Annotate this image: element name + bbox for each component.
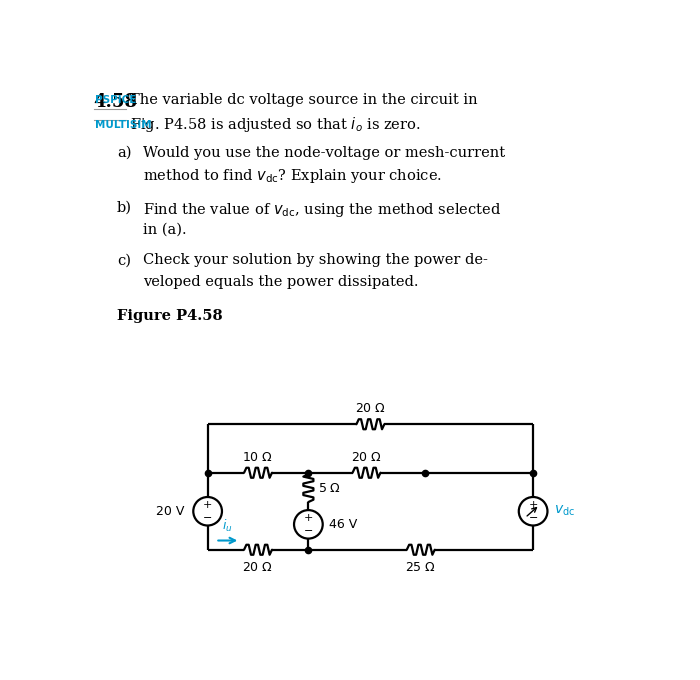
- Text: 46 V: 46 V: [328, 518, 357, 531]
- Text: 20 $\Omega$: 20 $\Omega$: [242, 560, 274, 573]
- Text: −: −: [528, 513, 538, 523]
- Text: The variable dc voltage source in the circuit in: The variable dc voltage source in the ci…: [130, 93, 477, 107]
- Text: MULTISIM: MULTISIM: [95, 120, 152, 130]
- Text: 20 V: 20 V: [156, 505, 184, 517]
- Text: $v_{\rm dc}$: $v_{\rm dc}$: [554, 504, 575, 518]
- Text: +: +: [528, 500, 538, 510]
- Text: c): c): [117, 254, 131, 267]
- Text: b): b): [117, 201, 132, 215]
- Text: 5 $\Omega$: 5 $\Omega$: [318, 481, 341, 494]
- Text: in (a).: in (a).: [144, 222, 187, 237]
- Text: +: +: [304, 513, 313, 523]
- Text: 10 $\Omega$: 10 $\Omega$: [242, 452, 274, 464]
- Text: 25 $\Omega$: 25 $\Omega$: [405, 560, 436, 573]
- Text: 20 $\Omega$: 20 $\Omega$: [355, 402, 386, 415]
- Text: Figure P4.58: Figure P4.58: [117, 309, 223, 323]
- Text: veloped equals the power dissipated.: veloped equals the power dissipated.: [144, 275, 419, 289]
- Text: −: −: [304, 526, 313, 536]
- Text: Would you use the node-voltage or mesh-current: Would you use the node-voltage or mesh-c…: [144, 146, 505, 160]
- Text: method to find $v_{\rm dc}$? Explain your choice.: method to find $v_{\rm dc}$? Explain you…: [144, 167, 442, 185]
- Text: $i_u$: $i_u$: [222, 517, 232, 534]
- Text: +: +: [203, 500, 212, 510]
- Text: −: −: [203, 513, 212, 523]
- Text: 4.58: 4.58: [94, 93, 138, 111]
- Text: Fig. P4.58 is adjusted so that $i_o$ is zero.: Fig. P4.58 is adjusted so that $i_o$ is …: [130, 115, 421, 134]
- Text: Check your solution by showing the power de-: Check your solution by showing the power…: [144, 254, 488, 267]
- Text: PSPICE: PSPICE: [95, 95, 136, 105]
- Text: a): a): [117, 146, 132, 160]
- Text: Find the value of $v_{\rm dc}$, using the method selected: Find the value of $v_{\rm dc}$, using th…: [144, 201, 501, 219]
- Text: 20 $\Omega$: 20 $\Omega$: [351, 452, 382, 464]
